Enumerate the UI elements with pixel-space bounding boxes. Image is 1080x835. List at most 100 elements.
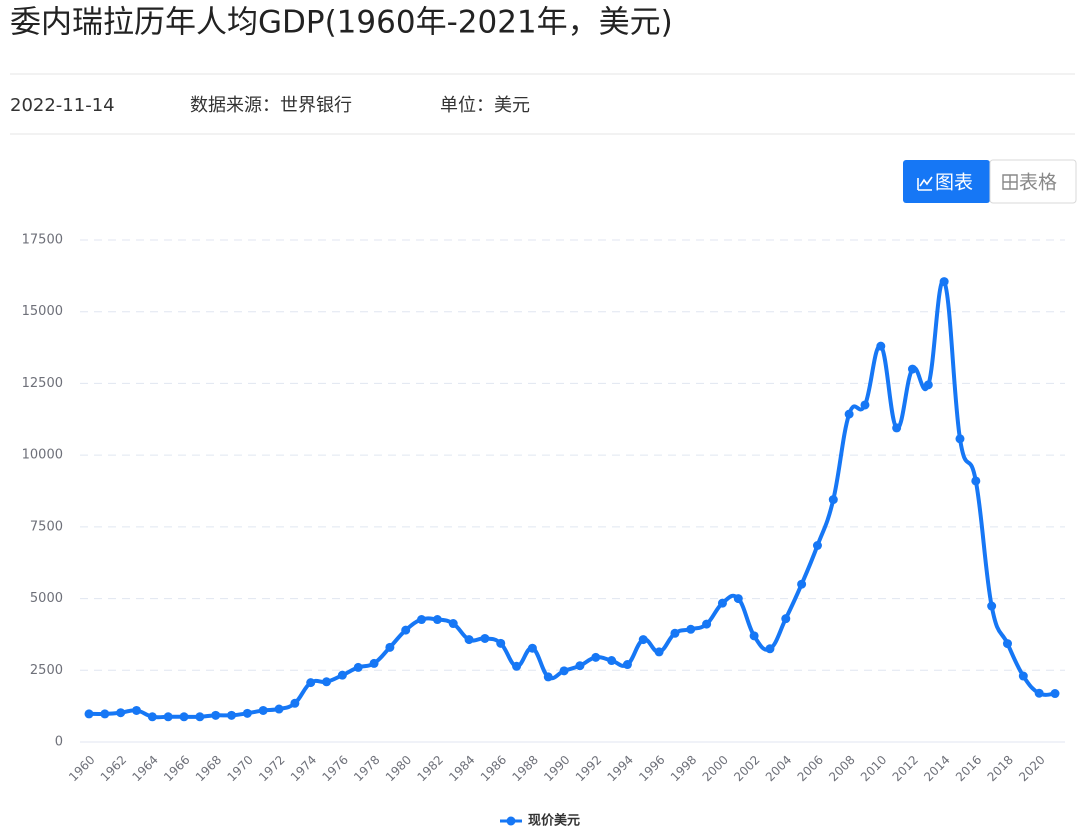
data-point	[1002, 639, 1012, 649]
data-point	[527, 643, 537, 653]
data-point	[195, 712, 205, 722]
data-point	[670, 628, 680, 638]
data-point	[512, 661, 522, 671]
data-point	[306, 678, 316, 688]
x-tick-label: 1978	[351, 753, 382, 784]
x-tick-label: 1984	[446, 753, 477, 784]
x-tick-label: 1996	[636, 753, 667, 784]
data-point	[987, 601, 997, 611]
data-point	[654, 647, 664, 657]
table-icon[interactable]	[1002, 174, 1018, 190]
y-tick-label: 7500	[30, 519, 63, 534]
data-point	[575, 661, 585, 671]
data-point	[417, 615, 427, 625]
y-tick-label: 10000	[22, 448, 63, 463]
data-point	[480, 633, 490, 643]
x-tick-label: 1966	[161, 753, 192, 784]
data-point	[907, 364, 917, 374]
x-tick-label: 2004	[763, 753, 794, 784]
data-point	[797, 579, 807, 589]
button-bg[interactable]	[989, 159, 1077, 204]
data-point	[1018, 671, 1028, 681]
data-point	[448, 619, 458, 629]
source: 数据来源：世界银行	[190, 95, 352, 116]
data-point	[432, 615, 442, 625]
data-point	[290, 698, 300, 708]
data-point	[559, 666, 569, 676]
chart-button[interactable]: 图表	[903, 160, 990, 203]
y-tick-label: 0	[55, 735, 63, 750]
button-bg[interactable]	[903, 160, 990, 203]
page-title: 委内瑞拉历年人均GDP(1960年-2021年，美元)	[10, 5, 673, 41]
data-point	[765, 644, 775, 654]
x-tick-label: 1968	[193, 753, 224, 784]
date: 2022-11-14	[10, 95, 115, 116]
data-point	[591, 652, 601, 662]
data-point	[116, 708, 126, 718]
data-point	[923, 380, 933, 390]
x-tick-label: 2016	[953, 753, 984, 784]
x-tick-label: 2018	[985, 753, 1016, 784]
x-tick-label: 1990	[541, 753, 572, 784]
x-tick-label: 2012	[890, 753, 921, 784]
chart-icon[interactable]	[917, 176, 933, 191]
x-tick-label: 1972	[256, 753, 287, 784]
data-point	[702, 619, 712, 629]
data-point	[242, 708, 252, 718]
series-line	[88, 279, 1056, 720]
data-point	[733, 594, 743, 604]
data-point	[717, 598, 727, 608]
y-tick-label: 5000	[30, 591, 63, 606]
data-point	[622, 660, 632, 670]
data-point	[607, 656, 617, 666]
x-tick-label: 1986	[478, 753, 509, 784]
x-tick-label: 2006	[795, 753, 826, 784]
data-point	[939, 277, 949, 287]
data-point	[638, 635, 648, 645]
data-point	[781, 614, 791, 624]
x-tick-label: 1994	[605, 753, 636, 784]
legend-dot	[506, 816, 516, 826]
button-label[interactable]: 表格	[1019, 172, 1057, 194]
data-point	[227, 710, 237, 720]
x-tick-label: 1992	[573, 753, 604, 784]
data-point	[543, 672, 553, 682]
x-tick-label: 1982	[414, 753, 445, 784]
data-point	[132, 705, 142, 715]
y-tick-label: 12500	[22, 376, 63, 391]
x-tick-label: 2020	[1016, 753, 1047, 784]
data-point	[369, 658, 379, 668]
data-point	[179, 712, 189, 722]
x-tick-label: 2010	[858, 753, 889, 784]
table-button[interactable]: 表格	[989, 159, 1077, 204]
data-point	[385, 642, 395, 652]
data-point	[322, 677, 332, 687]
y-tick-label: 2500	[30, 663, 63, 678]
x-tick-label: 1998	[668, 753, 699, 784]
data-point	[258, 705, 268, 715]
data-point	[971, 476, 981, 486]
y-tick-label: 15000	[22, 304, 63, 319]
x-tick-label: 1980	[383, 753, 414, 784]
data-point	[211, 710, 221, 720]
x-tick-label: 2008	[826, 753, 857, 784]
x-tick-label: 1976	[319, 753, 350, 784]
data-point	[337, 670, 347, 680]
x-tick-label: 2000	[700, 753, 731, 784]
data-point	[163, 712, 173, 722]
data-point	[955, 434, 965, 444]
data-point	[100, 709, 110, 719]
y-tick-label: 17500	[22, 233, 63, 248]
legend-label: 现价美元	[528, 813, 580, 829]
data-point	[828, 495, 838, 505]
data-point	[1050, 689, 1060, 699]
x-tick-label: 2014	[921, 753, 952, 784]
data-point	[496, 638, 506, 648]
button-label[interactable]: 图表	[935, 172, 973, 194]
data-point	[749, 631, 759, 641]
x-tick-label: 2002	[731, 753, 762, 784]
x-tick-label: 1962	[98, 753, 129, 784]
x-tick-label: 1960	[66, 753, 97, 784]
